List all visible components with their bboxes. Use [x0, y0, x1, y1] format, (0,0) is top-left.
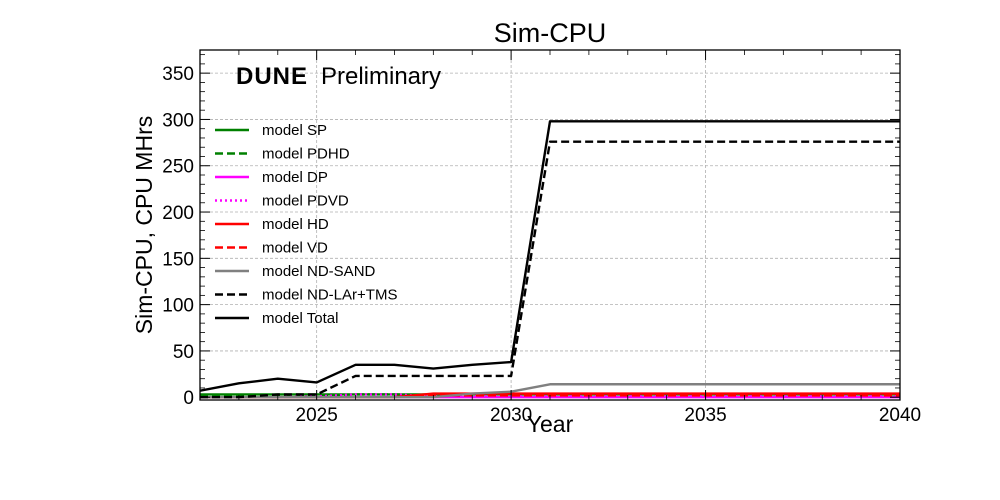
y-tick-label: 200: [162, 203, 194, 224]
legend-item-model-pdhd: model PDHD: [215, 146, 350, 163]
x-tick-label: 2040: [879, 405, 921, 426]
legend-item-model-sp: model SP: [215, 122, 327, 139]
legend-item-model-total: model Total: [215, 310, 338, 327]
y-tick-label: 50: [173, 342, 194, 363]
legend-label: model ND-SAND: [262, 263, 376, 280]
legend-label: model PDHD: [262, 146, 350, 163]
y-tick-label: 0: [183, 388, 194, 409]
legend-label: model DP: [262, 169, 328, 186]
y-axis-label: Sim-CPU, CPU MHrs: [131, 116, 157, 335]
y-tick-label: 150: [162, 249, 194, 270]
legend-item-model-nd-sand: model ND-SAND: [215, 263, 376, 280]
legend: model SP model PDHD model DP model PDVD mode…: [215, 122, 397, 327]
y-tick-label: 300: [162, 110, 194, 131]
legend-label: model HD: [262, 216, 329, 233]
x-tick-label: 2030: [490, 405, 532, 426]
preliminary-label: Preliminary: [321, 63, 441, 90]
legend-label: model SP: [262, 122, 327, 139]
axis-ticks: 2025 2030 2035 2040 0 50 100 150 200 250 300 350: [162, 50, 921, 426]
legend-label: model ND-LAr+TMS: [262, 287, 397, 304]
dune-logo-text: DUNE: [236, 63, 308, 90]
y-tick-label: 350: [162, 64, 194, 85]
legend-item-model-vd: model VD: [215, 240, 328, 257]
legend-label: model VD: [262, 240, 328, 257]
x-axis-label: Year: [527, 411, 574, 437]
series-line-model-nd-lar-tms: [200, 140, 900, 399]
chart-title: Sim-CPU: [494, 18, 607, 48]
x-tick-label: 2025: [296, 405, 338, 426]
y-tick-label: 250: [162, 157, 194, 178]
legend-item-model-hd: model HD: [215, 216, 329, 233]
legend-item-model-dp: model DP: [215, 169, 328, 186]
x-tick-label: 2035: [684, 405, 726, 426]
legend-label: model PDVD: [262, 193, 349, 210]
series-line-model-total: [200, 120, 900, 392]
legend-item-model-pdvd: model PDVD: [215, 193, 349, 210]
legend-label: model Total: [262, 310, 338, 327]
legend-item-model-nd-lar-tms: model ND-LAr+TMS: [215, 287, 397, 304]
y-tick-label: 100: [162, 296, 194, 317]
